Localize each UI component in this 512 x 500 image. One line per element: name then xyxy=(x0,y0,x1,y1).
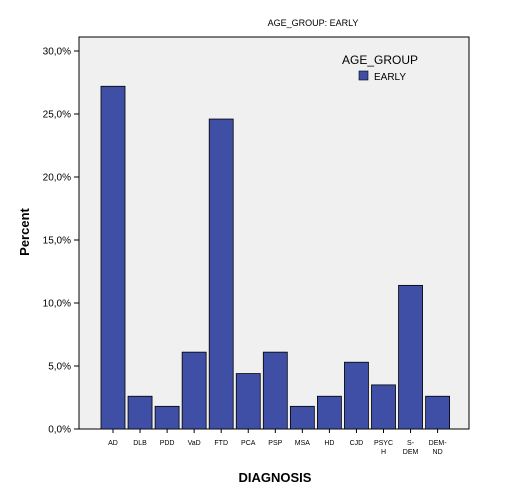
x-tick-label: DLB xyxy=(133,440,147,447)
bar xyxy=(316,395,342,430)
x-axis: AD DLB PDD VaD FTD PCA PSP MSA HD CJD PSYC H S- DEM DE… xyxy=(108,429,447,456)
y-tick-label: 0,0% xyxy=(48,425,71,436)
legend: AGE_GROUP EARLY xyxy=(342,53,418,83)
x-tick-label: PSP xyxy=(268,440,282,447)
x-tick-label: DEM- xyxy=(429,440,448,447)
legend-title: AGE_GROUP xyxy=(342,53,418,67)
x-tick-label: CJD xyxy=(350,440,364,447)
bar xyxy=(100,85,126,430)
y-axis: 0,0% 5,0% 10,0% 15,0% 20,0% 25,0% 30,0% xyxy=(43,47,79,436)
bar xyxy=(127,395,153,430)
bar xyxy=(235,373,261,430)
y-tick-label: 25,0% xyxy=(43,110,71,121)
x-tick-label: HD xyxy=(324,440,334,447)
x-tick-label: VaD xyxy=(188,440,201,447)
x-tick-label: S- xyxy=(407,440,415,447)
y-tick-label: 15,0% xyxy=(43,236,71,247)
x-tick-label: DEM xyxy=(403,449,419,456)
y-tick-label: 30,0% xyxy=(43,47,71,58)
bar xyxy=(425,395,451,430)
bar xyxy=(181,351,207,430)
bar xyxy=(344,361,369,430)
legend-swatch xyxy=(358,70,369,81)
bar xyxy=(398,284,423,430)
bar xyxy=(371,384,396,430)
x-tick-label: ND xyxy=(433,449,443,456)
x-tick-label: FTD xyxy=(214,440,228,447)
x-tick-label: PDD xyxy=(160,440,175,447)
x-tick-label: PCA xyxy=(241,440,256,447)
x-tick-label: AD xyxy=(108,440,118,447)
bar xyxy=(289,405,315,430)
chart-title: AGE_GROUP: EARLY xyxy=(268,18,359,28)
bar xyxy=(262,351,288,430)
y-tick-label: 5,0% xyxy=(48,362,71,373)
x-axis-title: DIAGNOSIS xyxy=(239,470,312,485)
x-tick-label: MSA xyxy=(295,440,311,447)
x-tick-label: PSYC xyxy=(374,440,393,447)
x-tick-label: H xyxy=(381,449,386,456)
bar xyxy=(208,118,234,430)
legend-label: EARLY xyxy=(374,72,406,83)
y-tick-label: 10,0% xyxy=(43,299,71,310)
y-axis-title: Percent xyxy=(17,207,32,255)
bars xyxy=(100,85,451,430)
bar xyxy=(154,405,180,430)
y-tick-label: 20,0% xyxy=(43,173,71,184)
